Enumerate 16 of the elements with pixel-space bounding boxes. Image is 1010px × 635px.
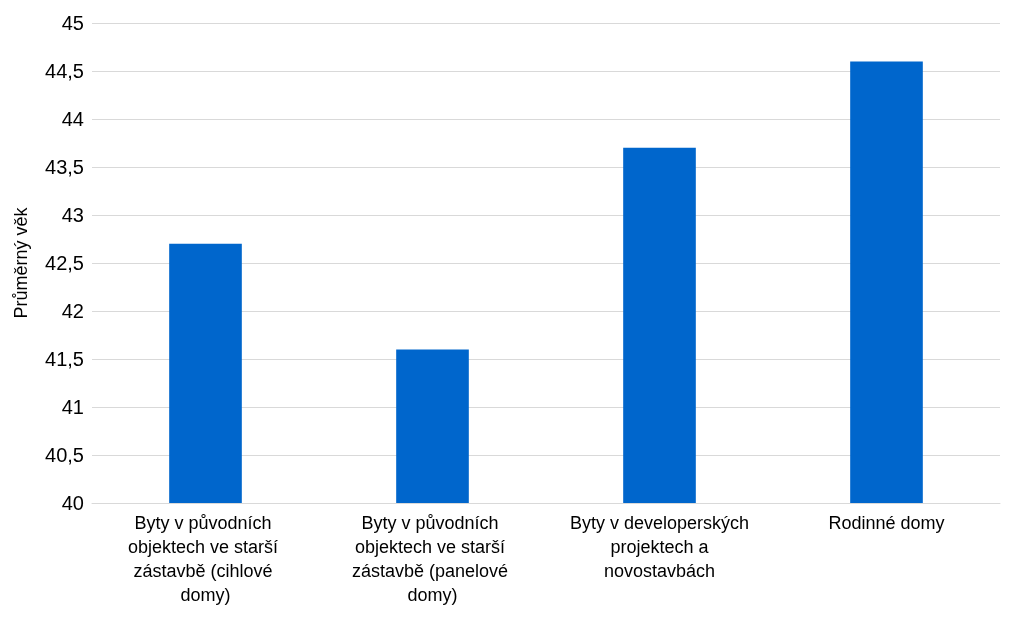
x-tick-label: Rodinné domy	[828, 513, 945, 533]
y-tick-label: 41	[61, 396, 84, 418]
y-tick-label: 43	[61, 204, 84, 226]
x-tick-label: Byty v původních objektech ve starší zástavbě (panelové domy)	[351, 513, 514, 605]
y-tick-label: 40,5	[45, 444, 84, 466]
y-tick-label: 43,5	[45, 156, 84, 178]
y-tick-label: 44,5	[45, 60, 84, 82]
y-tick-label: 42	[61, 300, 84, 322]
y-tick-label: 44	[61, 108, 84, 130]
y-tick-label: 41,5	[45, 348, 84, 370]
x-tick-label: Byty v developerských projektech a novostavbách	[569, 513, 750, 581]
y-tick-label: 45	[61, 12, 84, 34]
x-tick-label: Byty v původních objektech ve starší zástavbě (cihlové domy)	[127, 513, 284, 605]
y-axis-title: Průměrný věk	[11, 206, 31, 319]
y-tick-label: 42,5	[45, 252, 84, 274]
y-tick-label: 40	[61, 492, 84, 514]
